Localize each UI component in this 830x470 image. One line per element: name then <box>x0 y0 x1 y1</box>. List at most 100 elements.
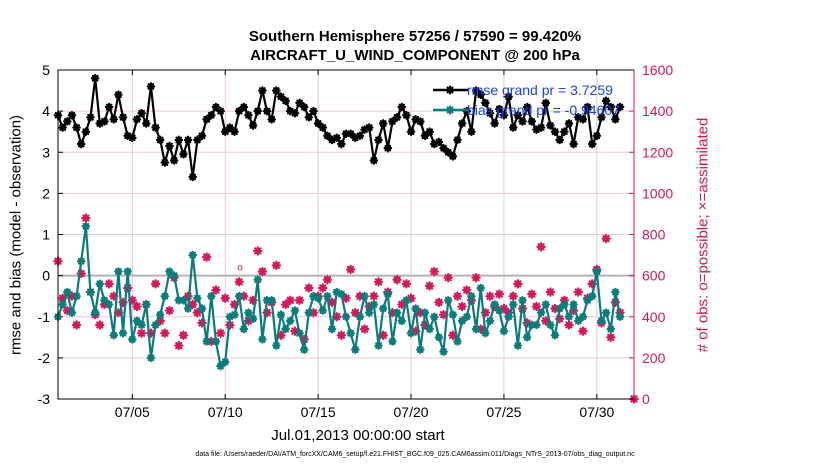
bias-point-core <box>432 314 437 319</box>
rmse-point-core <box>283 99 288 103</box>
rmse-point-core <box>288 109 293 113</box>
rmse-point-core <box>595 134 599 138</box>
bias-point-core <box>330 327 334 331</box>
rmse-point-core <box>567 121 571 126</box>
rmse-point-core <box>125 134 130 138</box>
bias-point <box>360 291 369 301</box>
bias-point-core <box>427 327 432 331</box>
bias-point <box>160 291 170 301</box>
bias-point-core <box>543 302 548 307</box>
rmse-point <box>392 112 402 122</box>
rmse-point <box>62 117 72 126</box>
bias-point-core <box>618 314 622 319</box>
rmse-point <box>587 139 597 149</box>
bias-point <box>416 345 425 354</box>
rmse-point <box>132 115 142 124</box>
bias-point <box>285 316 295 326</box>
obs-point-core <box>543 318 548 323</box>
obs-point <box>178 330 189 340</box>
y-right-tick-label: 1000 <box>642 185 673 201</box>
bias-point-core <box>283 327 288 331</box>
rmse-point-core <box>242 105 246 109</box>
rmse-point <box>601 96 611 106</box>
obs-point-core <box>446 275 451 280</box>
rmse-point-core <box>576 115 581 120</box>
rmse-point <box>402 110 411 120</box>
y-right-tick-label: 400 <box>642 309 666 325</box>
bias-point-core <box>65 290 70 294</box>
bias-point <box>601 308 611 317</box>
rmse-point <box>248 121 258 130</box>
obs-point <box>397 299 407 310</box>
rmse-point-core <box>506 94 511 99</box>
obs-point-core <box>181 333 186 338</box>
obs-point <box>508 291 518 301</box>
bias-point <box>611 287 620 297</box>
rmse-point <box>151 123 160 132</box>
bias-point <box>499 326 509 336</box>
rmse-point-core <box>455 138 460 142</box>
rmse-point-core <box>432 142 437 146</box>
bias-point <box>494 306 504 315</box>
rmse-point-core <box>307 115 311 120</box>
bias-point-core <box>269 298 274 303</box>
rmse-point-core <box>200 134 204 138</box>
rmse-point <box>615 102 625 112</box>
bias-point-core <box>465 314 469 319</box>
rmse-point <box>416 117 425 126</box>
rmse-point <box>109 115 119 124</box>
bias-point <box>485 316 495 326</box>
bias-point-core <box>534 323 539 327</box>
rmse-point-core <box>316 121 320 126</box>
rmse-point-core <box>255 109 260 113</box>
rmse-point-core <box>372 158 376 163</box>
rmse-point <box>499 110 509 120</box>
rmse-point-core <box>223 129 227 134</box>
rmse-point-core <box>599 115 604 120</box>
rmse-point-core <box>311 109 316 113</box>
rmse-point <box>76 139 86 149</box>
rmse-point-core <box>98 121 102 126</box>
bias-point-core <box>488 319 492 323</box>
bias-point <box>146 353 156 363</box>
obs-point <box>369 291 379 301</box>
rmse-point <box>434 137 444 147</box>
bias-point <box>341 312 351 322</box>
bias-point-core <box>585 298 590 303</box>
rmse-point <box>569 139 578 149</box>
rmse-point-core <box>74 125 79 130</box>
rmse-point-core <box>376 138 381 142</box>
rmse-point-core <box>492 121 497 126</box>
rmse-point <box>118 112 128 122</box>
bias-point-core <box>139 323 144 327</box>
rmse-point-core <box>60 125 65 130</box>
rmse-point-core <box>353 136 358 140</box>
rmse-point-core <box>246 113 251 117</box>
y-right-tick-label: 200 <box>642 350 666 366</box>
obs-point <box>429 266 439 277</box>
rmse-point-core <box>604 99 608 103</box>
rmse-point <box>453 135 462 145</box>
obs-point <box>132 301 142 312</box>
obs-point <box>494 289 504 299</box>
bias-point <box>597 316 606 326</box>
bias-point <box>109 330 119 340</box>
obs-point-core <box>497 292 502 297</box>
obs-point-core <box>97 322 102 327</box>
bias-point <box>374 341 383 350</box>
rmse-point-core <box>520 119 525 124</box>
obs-series <box>53 213 639 404</box>
bias-point-core <box>130 337 135 342</box>
rmse-point <box>281 96 290 106</box>
rmse-point <box>258 86 267 95</box>
rmse-point <box>550 127 560 136</box>
rmse-point <box>239 102 249 112</box>
obs-point-core <box>195 310 200 315</box>
bias-point <box>151 320 160 330</box>
bias-point-core <box>613 290 618 294</box>
obs-point-core <box>158 318 163 323</box>
obs-point-core <box>427 283 432 288</box>
bias-point-core <box>200 306 204 311</box>
rmse-point-core <box>581 117 585 122</box>
bias-point-core <box>376 343 381 348</box>
